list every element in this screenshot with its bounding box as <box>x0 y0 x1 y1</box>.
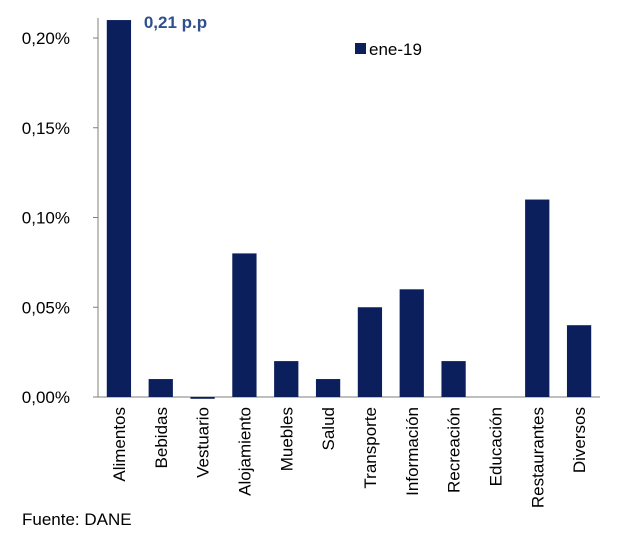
y-tick-label: 0,05% <box>22 298 70 317</box>
x-tick-label: Muebles <box>277 407 296 471</box>
x-tick-label: Transporte <box>361 407 380 489</box>
legend-label: ene-19 <box>369 40 422 59</box>
x-tick-label: Bebidas <box>152 407 171 468</box>
x-tick-label: Restaurantes <box>528 407 547 508</box>
y-tick-label: 0,10% <box>22 209 70 228</box>
x-tick-label: Información <box>403 407 422 496</box>
bar-vestuario <box>190 397 215 399</box>
bar-diversos <box>566 325 592 397</box>
y-tick-label: 0,15% <box>22 119 70 138</box>
x-tick-label: Salud <box>319 407 338 450</box>
x-tick-label: Educación <box>486 407 505 486</box>
category-labels: Alimentos Bebidas Vestuario Alojamiento Mueb… <box>110 407 589 508</box>
bar-bebidas <box>148 379 173 397</box>
bars <box>106 20 592 399</box>
bar-alojamiento <box>232 253 257 397</box>
bar-transporte <box>357 307 383 397</box>
bar-alimentos <box>106 20 132 398</box>
bar-salud <box>315 379 341 397</box>
bar-muebles <box>274 361 299 397</box>
bar-recreación <box>441 361 466 397</box>
legend: ene-19 <box>355 40 422 59</box>
bar-información <box>399 289 424 397</box>
legend-swatch <box>355 43 366 54</box>
x-tick-label: Diversos <box>570 407 589 473</box>
y-axis: 0,00% 0,05% 0,10% 0,15% 0,20% <box>22 18 600 407</box>
bar-restaurantes <box>525 199 550 397</box>
y-tick-label: 0,00% <box>22 388 70 407</box>
x-tick-label: Alojamiento <box>235 407 254 496</box>
x-tick-label: Alimentos <box>110 407 129 482</box>
source-note: Fuente: DANE <box>22 510 132 529</box>
x-tick-label: Recreación <box>445 407 464 493</box>
annotation-label: 0,21 p.p <box>144 13 207 32</box>
x-tick-label: Vestuario <box>194 407 213 478</box>
y-tick-label: 0,20% <box>22 29 70 48</box>
